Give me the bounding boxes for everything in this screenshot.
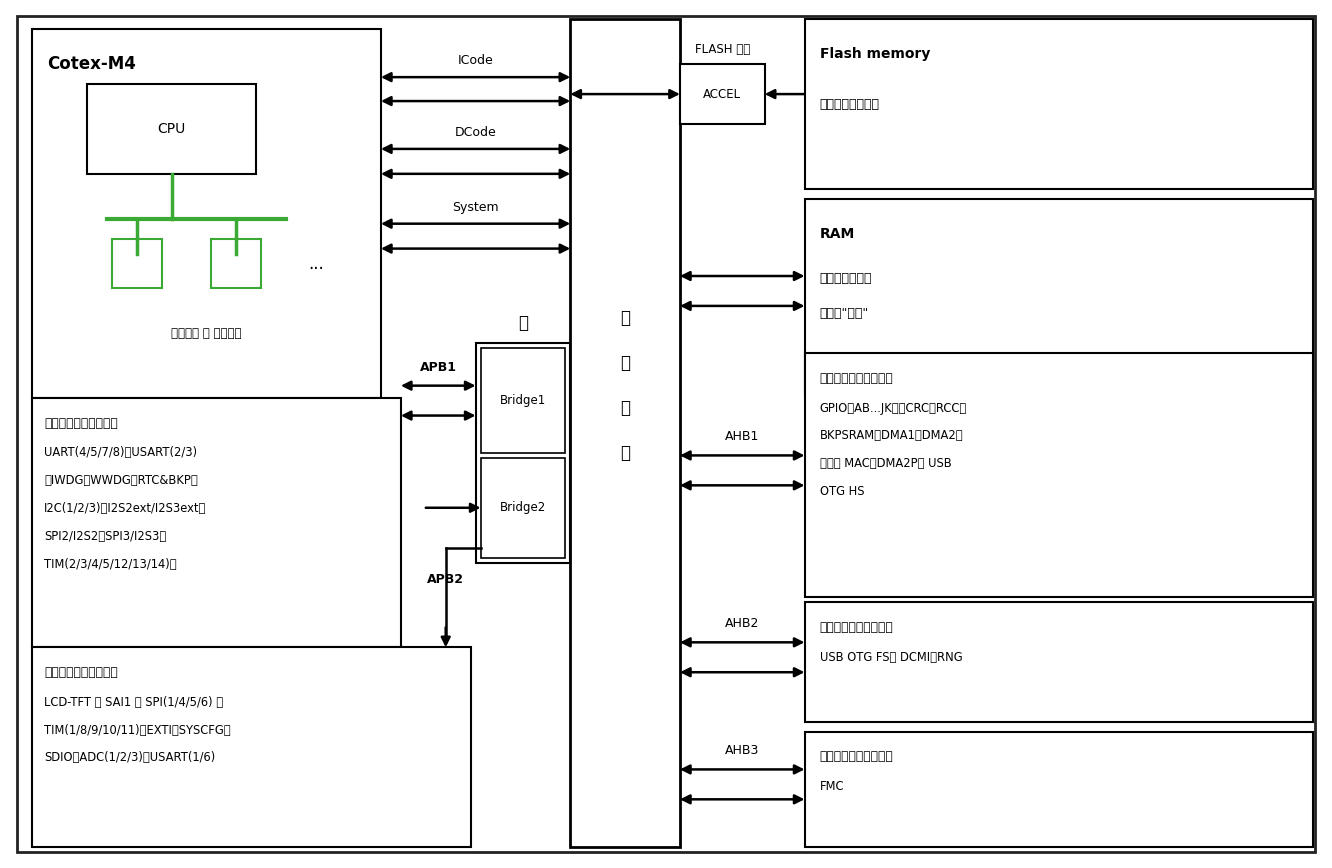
Text: TIM(2/3/4/5/12/13/14)、: TIM(2/3/4/5/12/13/14)、 — [44, 558, 177, 571]
Bar — [481, 458, 565, 557]
Bar — [476, 343, 570, 562]
Text: 挂高速外设的寄存器组: 挂高速外设的寄存器组 — [819, 372, 894, 385]
Text: 总: 总 — [621, 309, 630, 327]
Bar — [679, 64, 765, 124]
Bar — [32, 398, 401, 648]
Bar — [570, 19, 679, 846]
Text: FLASH 接口: FLASH 接口 — [695, 43, 750, 56]
Text: GPIO（AB...JK）、CRC、RCC、: GPIO（AB...JK）、CRC、RCC、 — [819, 402, 967, 415]
Text: 放程序运行时所: 放程序运行时所 — [819, 272, 872, 285]
Text: 桥: 桥 — [518, 314, 527, 332]
Bar — [805, 19, 1313, 188]
Text: SPI2/I2S2、SPI3/I2S3、: SPI2/I2S2、SPI3/I2S3、 — [44, 530, 166, 543]
Bar — [805, 353, 1313, 597]
Text: Cotex-M4: Cotex-M4 — [47, 56, 136, 73]
Text: ...: ... — [308, 254, 324, 273]
Text: UART(4/5/7/8)、USART(2/3): UART(4/5/7/8)、USART(2/3) — [44, 446, 197, 459]
Text: CPU: CPU — [157, 122, 185, 136]
Text: Bridge1: Bridge1 — [500, 394, 546, 407]
Text: Flash memory: Flash memory — [819, 47, 930, 62]
Text: AHB1: AHB1 — [725, 431, 759, 444]
Text: 挂低速外设的寄存器组: 挂低速外设的寄存器组 — [44, 417, 117, 430]
Text: LCD-TFT 、 SAI1 、 SPI(1/4/5/6) 、: LCD-TFT 、 SAI1 、 SPI(1/4/5/6) 、 — [44, 695, 224, 708]
Text: 、IWDG、WWDG、RTC&BKP、: 、IWDG、WWDG、RTC&BKP、 — [44, 474, 197, 487]
Bar — [481, 348, 565, 453]
Bar — [212, 239, 261, 288]
Text: ACCEL: ACCEL — [703, 88, 742, 101]
Bar — [32, 30, 381, 398]
Text: 核内外设 与 核内总线: 核内外设 与 核内总线 — [172, 327, 241, 340]
Text: DCode: DCode — [454, 126, 497, 139]
Bar — [805, 602, 1313, 722]
Text: AHB2: AHB2 — [725, 617, 759, 630]
Text: 产生的"数据": 产生的"数据" — [819, 307, 868, 320]
Text: 线: 线 — [621, 354, 630, 372]
Text: FMC: FMC — [819, 780, 844, 793]
Text: OTG HS: OTG HS — [819, 485, 864, 498]
Text: Bridge2: Bridge2 — [500, 501, 546, 514]
Text: RAM: RAM — [819, 227, 855, 240]
Bar — [112, 239, 161, 288]
Text: APB1: APB1 — [420, 361, 457, 374]
Text: AHB3: AHB3 — [725, 745, 759, 758]
Text: SDIO、ADC(1/2/3)、USART(1/6): SDIO、ADC(1/2/3)、USART(1/6) — [44, 752, 216, 765]
Bar — [32, 648, 470, 846]
Text: 放指令和常量数据: 放指令和常量数据 — [819, 97, 879, 110]
Text: 阵: 阵 — [621, 444, 630, 462]
Bar — [805, 199, 1313, 393]
Text: 挂高速外设的寄存器组: 挂高速外设的寄存器组 — [819, 751, 894, 764]
Text: 挂高速外设的寄存器组: 挂高速外设的寄存器组 — [819, 621, 894, 634]
Bar — [87, 84, 256, 174]
Text: 挂低速外设的寄存器组: 挂低速外设的寄存器组 — [44, 666, 117, 679]
Text: APB2: APB2 — [428, 573, 465, 586]
Text: 矩: 矩 — [621, 399, 630, 418]
Text: 以太网 MAC、DMA2P、 USB: 以太网 MAC、DMA2P、 USB — [819, 457, 951, 470]
Bar — [805, 732, 1313, 846]
Text: I2C(1/2/3)、I2S2ext/I2S3ext、: I2C(1/2/3)、I2S2ext/I2S3ext、 — [44, 503, 206, 516]
Text: TIM(1/8/9/10/11)、EXTI、SYSCFG、: TIM(1/8/9/10/11)、EXTI、SYSCFG、 — [44, 724, 230, 737]
Text: System: System — [453, 201, 500, 214]
Text: BKPSRAM、DMA1、DMA2、: BKPSRAM、DMA1、DMA2、 — [819, 430, 963, 443]
Text: ICode: ICode — [458, 54, 493, 67]
Text: USB OTG FS、 DCMI、RNG: USB OTG FS、 DCMI、RNG — [819, 651, 962, 664]
